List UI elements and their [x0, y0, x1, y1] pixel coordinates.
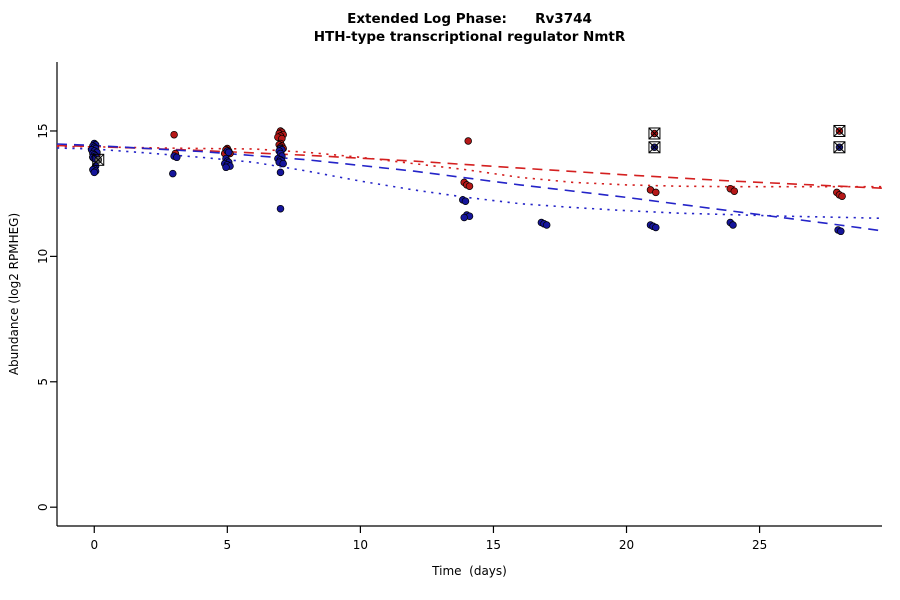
data-point-red-condition: [464, 137, 472, 145]
chart-subtitle: HTH-type transcriptional regulator NmtR: [313, 29, 626, 45]
data-point-blue-condition: [276, 168, 285, 177]
x-tick-label: 5: [224, 538, 232, 552]
data-point-blue-condition: [276, 204, 285, 213]
y-tick-label: 5: [36, 378, 50, 386]
data-point-blue-condition: [729, 221, 737, 229]
x-tick-label: 10: [353, 538, 368, 552]
data-point-blue-condition: [461, 197, 470, 205]
x-tick-label: 25: [752, 538, 767, 552]
data-point-red-condition: [170, 130, 178, 139]
data-point-red-condition: [465, 182, 474, 190]
outlier-box: [833, 141, 846, 154]
trend-line-red-dotted-fit: [56, 145, 882, 188]
data-point-blue-condition: [169, 169, 177, 178]
data-point-blue-condition: [837, 227, 845, 236]
data-point-blue-condition: [460, 213, 468, 222]
y-tick-label: 0: [36, 503, 50, 511]
data-point-blue-condition: [279, 159, 287, 168]
trend-line-red-dashed-fit: [56, 144, 883, 189]
y-axis-label: Abundance (log2 RPMHEG): [7, 212, 21, 376]
outlier-cross-2: [92, 153, 105, 166]
outlier-box: [648, 127, 661, 140]
x-tick-label: 20: [619, 538, 634, 552]
outlier-box: [92, 153, 105, 166]
outlier-box: [648, 141, 661, 154]
x-axis-label: Time (days): [432, 564, 507, 578]
chart-title: Extended Log Phase: Rv3744: [347, 11, 592, 27]
outlier-cross-2: [648, 127, 661, 140]
x-tick-label: 15: [486, 538, 501, 552]
data-point-blue-condition: [224, 148, 233, 157]
data-point-blue-condition: [652, 223, 660, 232]
y-tick-label: 15: [36, 123, 50, 138]
data-point-blue-condition: [90, 168, 99, 177]
x-tick-label: 0: [90, 538, 98, 552]
data-point-blue-condition: [222, 163, 230, 172]
y-tick-label: 10: [36, 249, 50, 264]
data-point-blue-condition: [542, 221, 551, 229]
data-point-red-condition: [652, 188, 660, 197]
outlier-cross-2: [833, 141, 846, 154]
trend-line-blue-dashed-fit: [56, 143, 883, 232]
outlier-cross-2: [648, 141, 661, 154]
outlier-box: [833, 124, 846, 137]
outlier-cross-2: [833, 125, 846, 137]
data-point-blue-condition: [173, 153, 181, 162]
data-point-red-condition: [730, 187, 739, 195]
data-point-red-condition: [838, 192, 846, 200]
